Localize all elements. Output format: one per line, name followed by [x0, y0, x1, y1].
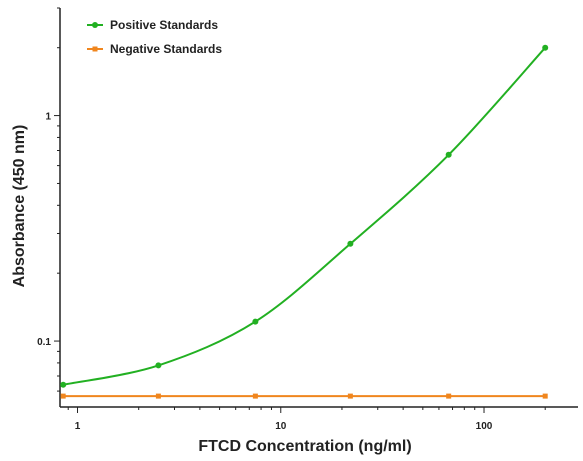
data-point [60, 381, 67, 388]
legend-item: Negative Standards [87, 42, 222, 56]
y-tick-label: 0.1 [37, 337, 51, 348]
data-point [347, 393, 353, 399]
data-point [252, 318, 259, 325]
data-point [252, 393, 258, 399]
minor-ticks [54, 7, 546, 413]
data-point [542, 393, 548, 399]
x-tick-label: 1 [75, 421, 81, 432]
data-point [60, 393, 66, 399]
data-point [155, 393, 161, 399]
series-line [62, 47, 546, 386]
series-layer [60, 44, 549, 399]
axes [59, 8, 578, 408]
x-axis-title: FTCD Concentration (ng/ml) [198, 438, 411, 455]
x-tick-label: 10 [275, 421, 287, 432]
legend-swatch-marker [92, 22, 98, 28]
data-point [446, 393, 452, 399]
y-tick-label: 1 [45, 112, 51, 123]
legend: Positive Standards Negative Standards [87, 18, 222, 56]
x-tick-label: 100 [476, 421, 493, 432]
data-point [542, 44, 549, 51]
legend-swatch-marker [92, 46, 98, 52]
data-point [155, 362, 162, 369]
y-axis-title: Absorbance (450 nm) [11, 125, 28, 288]
legend-item: Positive Standards [87, 18, 218, 32]
series-1 [60, 44, 549, 388]
major-ticks: 1 10 100 0.1 1 [37, 112, 493, 432]
data-point [445, 151, 452, 158]
series-2 [60, 393, 548, 399]
data-point [347, 240, 354, 247]
legend-label: Negative Standards [110, 42, 222, 56]
legend-label: Positive Standards [110, 18, 218, 32]
